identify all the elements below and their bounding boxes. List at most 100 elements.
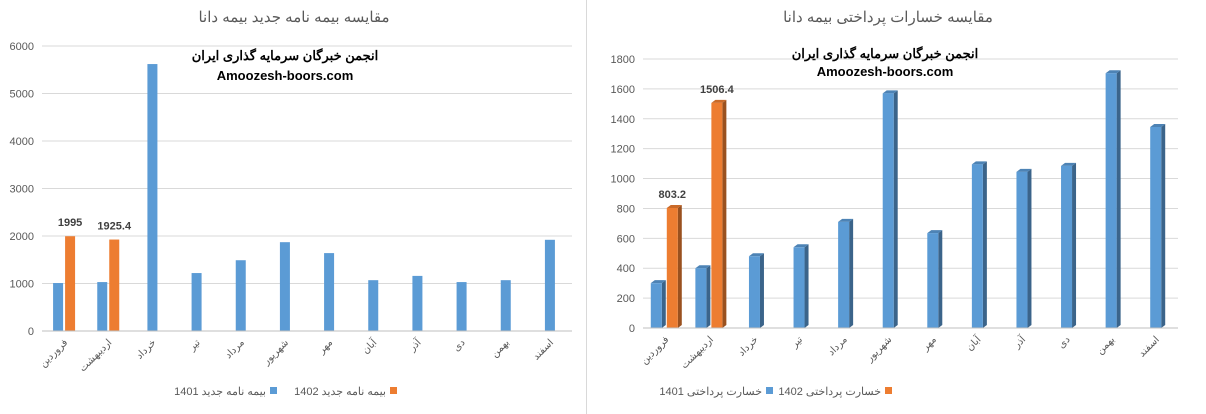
bar-top (650, 280, 666, 284)
bar-1401 (500, 280, 511, 331)
y-tick-label: 1200 (611, 144, 635, 156)
x-tick-label: شهریور (864, 334, 895, 365)
new-policies-chart[interactable]: مقایسه بیمه نامه جدید بیمه دانا 0 1000 2000… (0, 0, 588, 414)
data-label: 1506.4 (700, 84, 735, 96)
bar-side (759, 253, 764, 328)
bar-1401 (412, 275, 423, 331)
bar-1401 (748, 256, 760, 328)
x-tick-label: فروردین (639, 334, 672, 367)
x-tick-label: اسفند (531, 337, 556, 362)
x-tick-label: مرداد (826, 334, 850, 358)
x-tick-label: اردیبهشت (679, 334, 716, 371)
data-label: 803.2 (659, 189, 687, 201)
x-tick-label: آذر (1010, 332, 1029, 351)
y-tick-label: 1000 (611, 174, 635, 186)
bar-1401 (456, 282, 467, 331)
bar-top (666, 204, 682, 208)
bar-1401 (147, 64, 158, 332)
x-tick-label: بهمن (489, 337, 511, 359)
bar-1402 (109, 239, 120, 331)
x-tick-label: فروردین (38, 337, 71, 370)
bar-1401 (1061, 165, 1073, 328)
bar-top (882, 90, 898, 94)
x-tick-label: تیر (186, 337, 203, 354)
y-tick-label: 1000 (10, 279, 34, 291)
y-tick-label: 400 (617, 263, 635, 275)
bar-side (893, 90, 898, 328)
chart-title: مقایسه بیمه نامه جدید بیمه دانا (198, 9, 389, 26)
bar-1402 (711, 102, 723, 328)
x-tick-label: شهریور (260, 337, 291, 368)
bar-1401 (927, 233, 939, 328)
y-tick-label: 1400 (611, 114, 635, 126)
y-tick-label: 0 (28, 326, 34, 338)
watermark-text: انجمن خبرگان سرمایه گذاری ایران (192, 47, 379, 64)
x-tick-label: تیر (789, 334, 806, 351)
bar-side (982, 161, 987, 328)
legend-swatch (270, 387, 277, 394)
bar-1401 (1150, 126, 1162, 328)
bar-1401 (235, 260, 246, 331)
bar-side (938, 230, 943, 328)
x-tick-label: خرداد (134, 337, 158, 361)
x-tick-label: اسفند (1137, 334, 1162, 359)
y-tick-label: 1800 (611, 54, 635, 66)
bar-side (849, 218, 854, 328)
y-tick-label: 0 (629, 323, 635, 335)
x-tick-label: مرداد (223, 337, 247, 361)
legend-swatch (885, 387, 892, 394)
bar-top (1016, 168, 1032, 172)
x-tick-label: آبان (359, 335, 380, 356)
data-label: 1995 (58, 217, 82, 229)
bar-1401 (1105, 73, 1117, 328)
bar-1401 (650, 283, 662, 328)
y-tick-label: 800 (617, 203, 635, 215)
chart-title: مقایسه خسارات پرداختی بیمه دانا (783, 9, 993, 26)
bar-top (971, 161, 987, 165)
bar-side (661, 280, 666, 328)
bar-side (706, 265, 711, 328)
claims-paid-chart[interactable]: مقایسه خسارات پرداختی بیمه دانا 0 200 400 60… (588, 0, 1206, 414)
bar-1401 (368, 280, 379, 331)
bar-side (1072, 162, 1077, 328)
x-tick-label: بهمن (1095, 334, 1117, 356)
legend-label: بیمه نامه جدید 1402 (294, 386, 386, 398)
legend-swatch (766, 387, 773, 394)
bar-1401 (793, 247, 805, 328)
bar-1401 (838, 221, 850, 328)
y-tick-label: 200 (617, 293, 635, 305)
x-tick-label: دی (1056, 334, 1072, 350)
legend-label: خسارت پرداختی 1402 (778, 386, 881, 398)
bar-1401 (695, 268, 707, 328)
bar-top (927, 230, 943, 234)
bar-top (1105, 70, 1121, 74)
y-tick-label: 4000 (10, 136, 34, 148)
y-tick-label: 2000 (10, 231, 34, 243)
x-tick-label: مهر (316, 337, 335, 356)
legend-label: بیمه نامه جدید 1401 (174, 386, 266, 398)
bar-side (722, 99, 727, 328)
bar-top (711, 99, 727, 103)
bar-side (1161, 123, 1166, 328)
bar-side (1027, 168, 1032, 328)
bar-top (1150, 123, 1166, 127)
watermark-url: Amoozesh-boors.com (817, 64, 954, 79)
x-tick-label: اردیبهشت (77, 337, 114, 374)
bar-top (1061, 162, 1077, 166)
bar-1401 (97, 282, 108, 331)
y-tick-label: 3000 (10, 184, 34, 196)
x-tick-label: آذر (405, 335, 424, 354)
bar-side (1116, 70, 1121, 329)
bar-1401 (324, 253, 335, 331)
bar-1401 (279, 242, 290, 331)
watermark-text: انجمن خبرگان سرمایه گذاری ایران (792, 45, 979, 62)
bar-1402 (65, 236, 76, 331)
y-tick-label: 1600 (611, 84, 635, 96)
bar-top (748, 253, 764, 257)
x-tick-label: دی (451, 337, 467, 353)
bar-top (838, 218, 854, 222)
bar-top (695, 265, 711, 269)
legend-swatch (390, 387, 397, 394)
bar-1401 (882, 93, 894, 328)
